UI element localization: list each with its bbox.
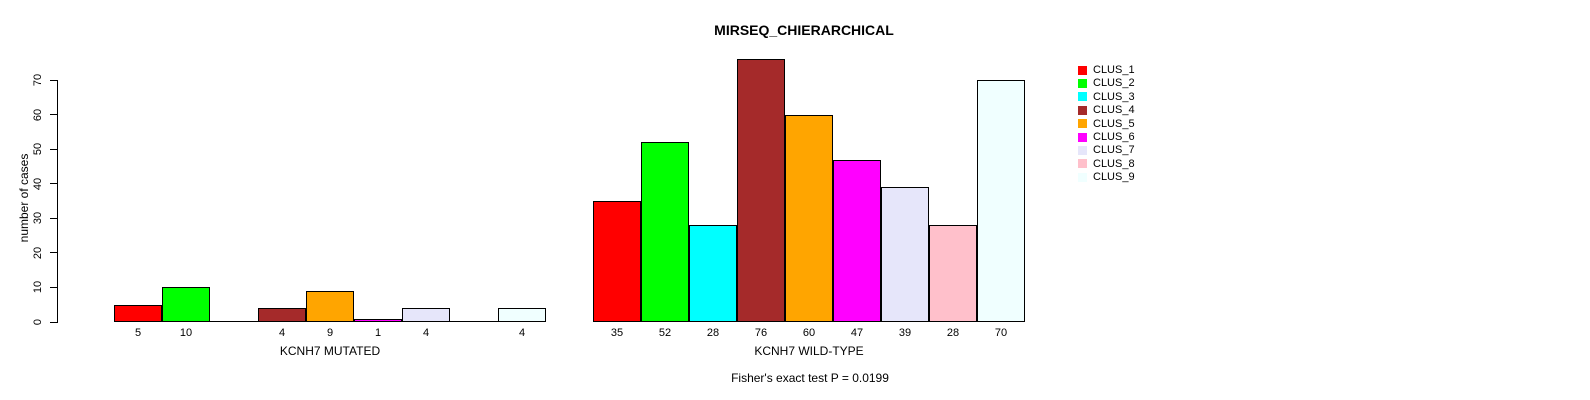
y-tick: [50, 217, 57, 219]
bar-value-label: 60: [802, 327, 816, 339]
legend-swatch: [1078, 65, 1087, 75]
legend-swatch: [1078, 119, 1087, 129]
y-tick-label: 40: [32, 177, 44, 190]
bar-value-label: 1: [374, 327, 382, 339]
legend-swatch: [1078, 172, 1087, 182]
bar-clus_4: [258, 308, 306, 322]
bar-clus_7: [881, 187, 929, 322]
y-tick: [50, 148, 57, 150]
legend-label: CLUS_9: [1093, 171, 1135, 184]
legend-label: CLUS_7: [1093, 144, 1135, 157]
y-tick-label: 20: [32, 246, 44, 259]
legend-swatch: [1078, 92, 1087, 102]
x-axis-label-mutated: KCNH7 MUTATED: [279, 344, 381, 358]
legend-swatch: [1078, 105, 1087, 115]
y-tick: [50, 183, 57, 185]
y-tick-label: 60: [32, 108, 44, 121]
bar-value-label: 28: [946, 327, 960, 339]
legend-label: CLUS_5: [1093, 117, 1135, 130]
bar-clus_1: [114, 305, 162, 322]
y-tick-label: 70: [32, 73, 44, 87]
bar-value-label: 47: [850, 327, 864, 339]
y-tick: [50, 79, 57, 81]
bar-clus_1: [593, 201, 641, 322]
y-tick: [50, 286, 57, 288]
bar-clus_4: [737, 59, 785, 322]
legend-label: CLUS_3: [1093, 90, 1135, 103]
bar-value-label: 35: [610, 327, 624, 339]
legend-label: CLUS_1: [1093, 64, 1135, 76]
y-tick-label: 50: [32, 143, 44, 156]
bar-clus_2: [641, 142, 689, 322]
bar-clus_9: [498, 308, 546, 322]
y-tick-label: 10: [32, 281, 44, 294]
legend-label: CLUS_2: [1093, 77, 1135, 90]
bar-clus_3: [689, 225, 737, 322]
bar-clus_8: [929, 225, 977, 322]
bar-clus_9: [977, 80, 1025, 322]
fisher-test-annotation: Fisher's exact test P = 0.0199: [731, 371, 889, 385]
bar-value-label: 4: [422, 327, 430, 339]
y-tick: [50, 114, 57, 116]
y-tick: [50, 321, 57, 323]
bar-value-label: 9: [326, 327, 334, 339]
bar-clus_7: [402, 308, 450, 322]
bar-clus_6: [354, 319, 402, 322]
legend-swatch: [1078, 132, 1087, 142]
legend-swatch: [1078, 159, 1087, 169]
legend-swatch: [1078, 78, 1087, 88]
bar-value-label: 39: [898, 327, 912, 339]
bar-clus_5: [306, 291, 354, 322]
x-axis-label-wildtype: KCNH7 WILD-TYPE: [754, 344, 864, 358]
y-axis-title: number of cases: [17, 153, 31, 243]
bar-clus_5: [785, 115, 833, 322]
legend-label: CLUS_4: [1093, 104, 1135, 117]
y-tick-label: 30: [32, 212, 44, 225]
legend-swatch: [1078, 145, 1087, 155]
bar-value-label: 52: [658, 327, 672, 339]
bar-clus_6: [833, 160, 881, 322]
y-axis-line: [57, 80, 58, 323]
legend-label: CLUS_8: [1093, 157, 1135, 170]
y-tick: [50, 252, 57, 254]
bar-value-label: 4: [518, 327, 526, 339]
legend-label: CLUS_6: [1093, 131, 1135, 143]
bar-value-label: 5: [134, 327, 142, 339]
bar-value-label: 76: [754, 327, 768, 339]
bar-clus_2: [162, 287, 210, 322]
y-tick-label: 0: [32, 318, 44, 326]
bar-value-label: 4: [278, 327, 286, 339]
bar-value-label: 70: [994, 327, 1008, 339]
bar-value-label: 10: [179, 327, 193, 339]
bar-value-label: 28: [706, 327, 720, 339]
chart-title: MIRSEQ_CHIERARCHICAL: [714, 22, 894, 38]
